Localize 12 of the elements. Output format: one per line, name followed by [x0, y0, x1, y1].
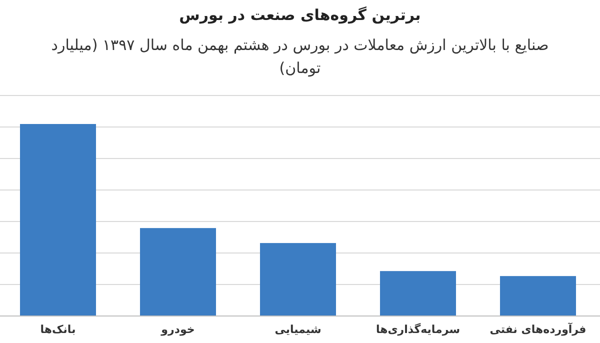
bar: [500, 276, 576, 316]
x-tick-label: سرمایه‌گذاری‌ها: [376, 323, 460, 336]
x-tick-label: خودرو: [160, 323, 195, 336]
chart-subtitle: صنایع با بالاترین ارزش معاملات در بورس در هشتم بهمن ماه سال ۱۳۹۷ (میلیارد تومان): [50, 35, 550, 79]
bar: [20, 124, 96, 316]
x-tick-label: شیمیایی: [274, 323, 322, 336]
bar: [260, 243, 336, 316]
bar: [380, 271, 456, 316]
x-tick-label: فرآورده‌های نفتی: [490, 322, 586, 336]
bar: [140, 228, 216, 316]
x-tick-label: بانک‌ها: [40, 323, 76, 336]
chart-title: برترین گروه‌های صنعت در بورس: [178, 6, 422, 24]
